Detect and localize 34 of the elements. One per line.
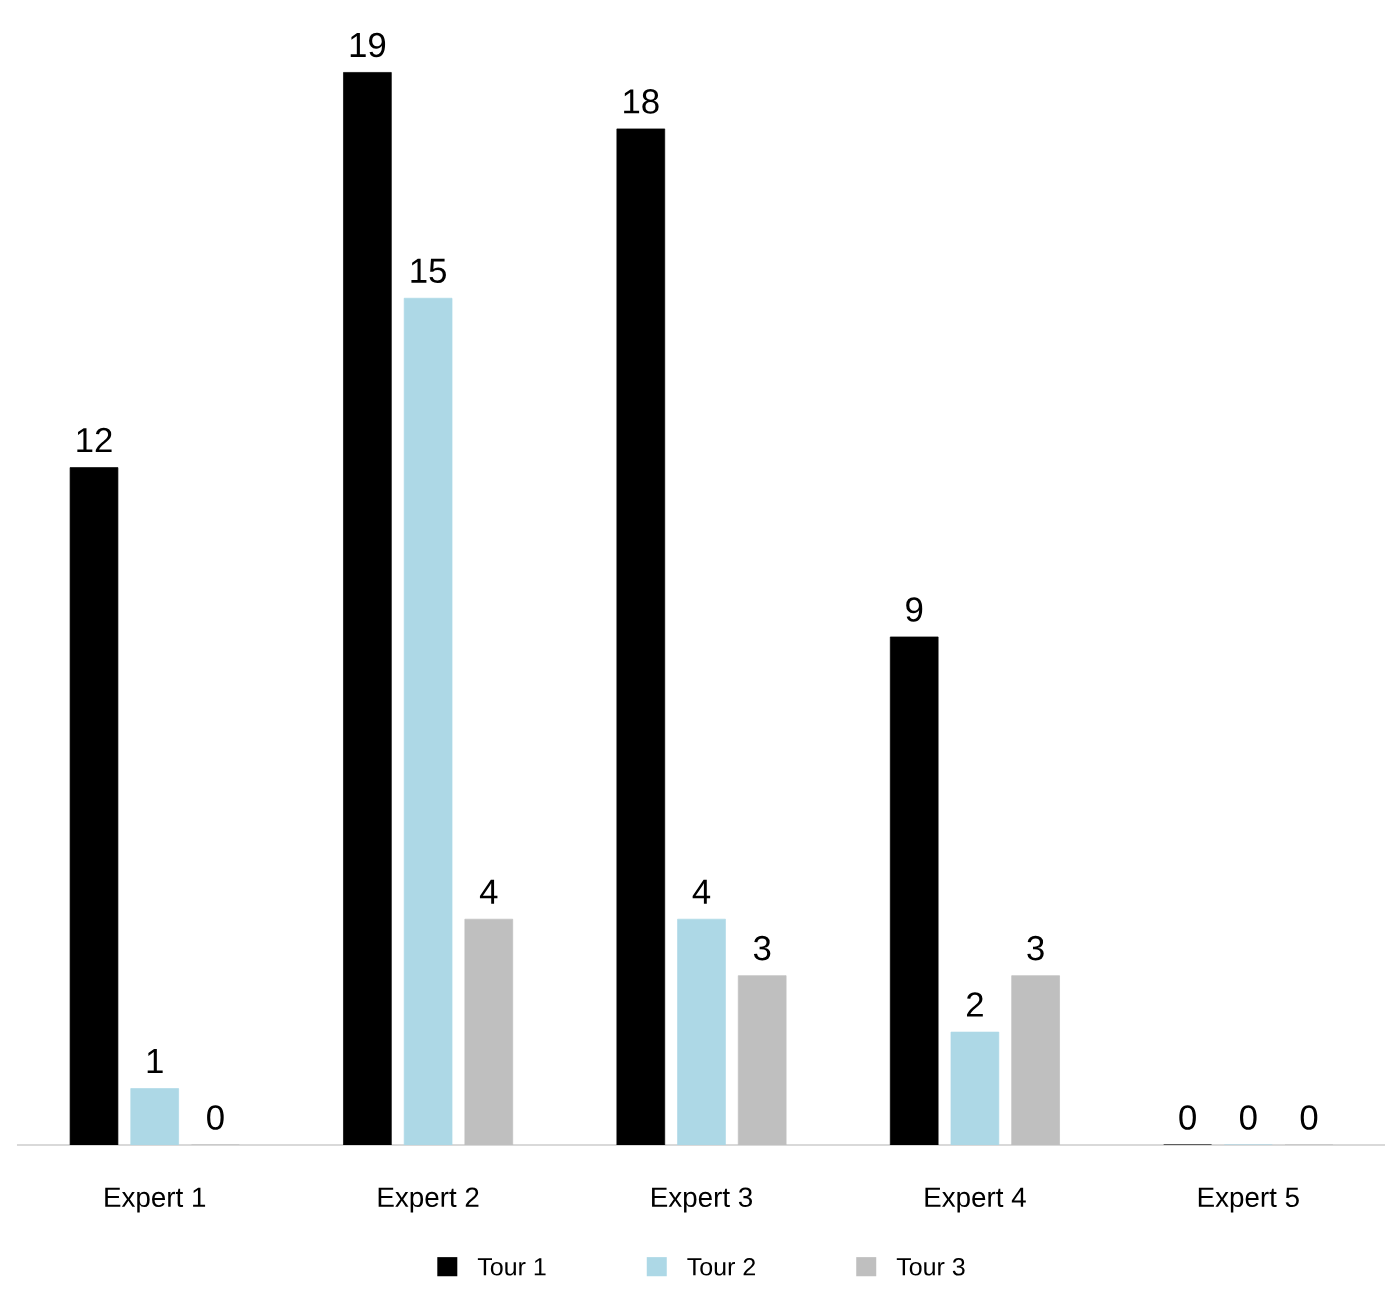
- data-label: 2: [966, 992, 983, 1017]
- x-tick-label: Expert 1: [105, 1187, 206, 1213]
- bar: [737, 975, 787, 1145]
- data-label: 0: [207, 1105, 224, 1130]
- legend-label: Tour 2: [687, 1257, 755, 1276]
- bar: [130, 1088, 179, 1145]
- x-tick-label: Expert 3: [652, 1187, 753, 1213]
- data-label: 3: [1027, 935, 1044, 961]
- bar: [677, 918, 726, 1145]
- x-tick-label: Expert 5: [1198, 1187, 1299, 1213]
- bar: [950, 1031, 1000, 1145]
- data-label: 0: [1240, 1105, 1257, 1130]
- data-label: 12: [77, 427, 112, 453]
- bar: [464, 918, 514, 1145]
- data-label: 4: [692, 879, 711, 904]
- legend-label: Tour 3: [896, 1257, 965, 1276]
- data-label: 15: [411, 258, 446, 284]
- bar: [69, 467, 119, 1145]
- data-label: 0: [1300, 1105, 1318, 1130]
- bar: [343, 72, 392, 1145]
- data-label: 0: [1179, 1105, 1196, 1130]
- data-label: 3: [753, 935, 771, 961]
- data-label: 19: [350, 32, 386, 58]
- legend-label: Tour 1: [477, 1258, 546, 1276]
- data-label: 1: [147, 1049, 163, 1074]
- bar: [889, 636, 939, 1145]
- bar: [616, 128, 666, 1145]
- bar: [1011, 975, 1060, 1145]
- x-tick-label: Expert 4: [925, 1187, 1026, 1213]
- data-label: 4: [479, 879, 498, 904]
- x-tick-label: Expert 2: [378, 1187, 479, 1213]
- data-label: 9: [906, 597, 923, 622]
- data-label: 18: [624, 89, 659, 114]
- bar: [403, 297, 453, 1145]
